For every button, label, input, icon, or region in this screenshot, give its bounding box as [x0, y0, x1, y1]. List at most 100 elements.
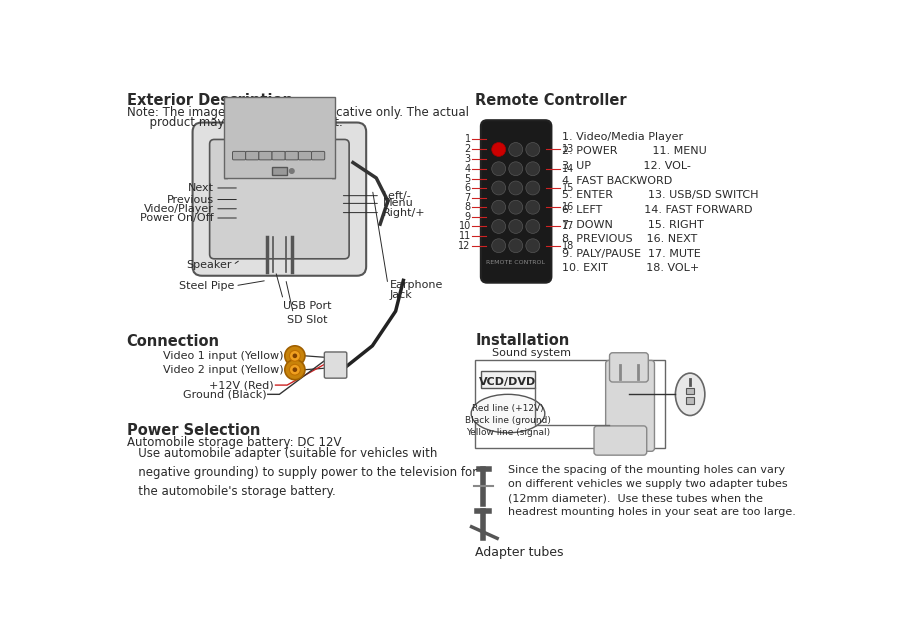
Text: Right/+: Right/+	[382, 207, 425, 218]
Circle shape	[292, 368, 297, 372]
FancyBboxPatch shape	[272, 151, 285, 160]
Text: Exterior Description: Exterior Description	[126, 93, 293, 108]
Text: USB Port: USB Port	[283, 301, 332, 311]
Circle shape	[526, 200, 539, 214]
FancyBboxPatch shape	[233, 151, 245, 160]
Text: 3. UP               12. VOL-: 3. UP 12. VOL-	[562, 161, 691, 171]
Text: 13: 13	[561, 144, 574, 155]
Text: Jack: Jack	[390, 291, 412, 300]
Text: Adapter tubes: Adapter tubes	[475, 546, 564, 559]
Text: 12: 12	[458, 240, 471, 251]
FancyBboxPatch shape	[475, 360, 666, 448]
FancyBboxPatch shape	[325, 352, 346, 378]
Text: 1. Video/Media Player: 1. Video/Media Player	[562, 132, 684, 142]
Text: 8: 8	[465, 202, 471, 212]
Text: REMOTE CONTROL: REMOTE CONTROL	[486, 260, 545, 265]
Text: 14: 14	[561, 163, 574, 174]
Circle shape	[292, 354, 297, 358]
Circle shape	[509, 181, 523, 195]
Text: Video/Player: Video/Player	[143, 204, 214, 214]
FancyBboxPatch shape	[610, 353, 649, 382]
Circle shape	[492, 142, 506, 156]
Text: 17: 17	[561, 221, 574, 232]
Text: Video 2 input (Yellow): Video 2 input (Yellow)	[162, 364, 283, 375]
Text: Use automobile adapter (suitable for vehicles with
   negative grounding) to sup: Use automobile adapter (suitable for veh…	[126, 446, 477, 498]
FancyBboxPatch shape	[259, 151, 272, 160]
Circle shape	[526, 181, 539, 195]
Text: Power Selection: Power Selection	[126, 423, 260, 438]
Text: 5. ENTER          13. USB/SD SWITCH: 5. ENTER 13. USB/SD SWITCH	[562, 190, 759, 200]
Text: 8. PREVIOUS    16. NEXT: 8. PREVIOUS 16. NEXT	[562, 234, 697, 244]
Circle shape	[492, 200, 506, 214]
FancyBboxPatch shape	[272, 167, 287, 175]
Text: Video 1 input (Yellow): Video 1 input (Yellow)	[162, 351, 283, 361]
Text: Note: The image shown here is indicative only. The actual: Note: The image shown here is indicative…	[126, 106, 469, 118]
Text: Speaker: Speaker	[187, 260, 232, 270]
Text: Ground (Black): Ground (Black)	[182, 389, 266, 399]
Circle shape	[492, 238, 506, 252]
Text: Steel Pipe: Steel Pipe	[179, 280, 235, 291]
Circle shape	[290, 364, 300, 375]
Text: +12V (Red): +12V (Red)	[209, 380, 274, 390]
FancyBboxPatch shape	[192, 123, 366, 276]
FancyBboxPatch shape	[224, 97, 336, 178]
FancyBboxPatch shape	[311, 151, 325, 160]
Text: 6. LEFT            14. FAST FORWARD: 6. LEFT 14. FAST FORWARD	[562, 205, 753, 215]
Circle shape	[509, 238, 523, 252]
Circle shape	[285, 360, 305, 380]
Ellipse shape	[676, 373, 704, 415]
Text: Power On/Off: Power On/Off	[140, 213, 214, 223]
Text: Since the spacing of the mounting holes can vary
on different vehicles we supply: Since the spacing of the mounting holes …	[508, 465, 796, 517]
Text: 7. DOWN          15. RIGHT: 7. DOWN 15. RIGHT	[562, 219, 704, 230]
Text: Sound system: Sound system	[492, 348, 572, 358]
Text: 2. POWER          11. MENU: 2. POWER 11. MENU	[562, 146, 707, 156]
Text: SD Slot: SD Slot	[287, 315, 327, 325]
Text: 15: 15	[561, 183, 574, 193]
Circle shape	[509, 142, 523, 156]
Text: 7: 7	[465, 193, 471, 203]
FancyBboxPatch shape	[686, 398, 694, 404]
Text: Previous: Previous	[166, 195, 214, 205]
Text: 16: 16	[561, 202, 574, 212]
FancyBboxPatch shape	[245, 151, 259, 160]
FancyBboxPatch shape	[594, 426, 647, 455]
Text: Red line (+12V)
Black line (ground)
Yellow line (signal): Red line (+12V) Black line (ground) Yell…	[465, 404, 551, 437]
FancyBboxPatch shape	[299, 151, 311, 160]
Circle shape	[526, 219, 539, 233]
Circle shape	[492, 181, 506, 195]
Text: Remote Controller: Remote Controller	[475, 93, 627, 108]
Text: Left/-: Left/-	[382, 191, 411, 201]
Text: 5: 5	[465, 174, 471, 184]
Text: 9. PALY/PAUSE  17. MUTE: 9. PALY/PAUSE 17. MUTE	[562, 249, 701, 259]
Text: Automobile storage battery: DC 12V: Automobile storage battery: DC 12V	[126, 436, 341, 449]
Circle shape	[509, 219, 523, 233]
Text: 3: 3	[465, 155, 471, 165]
Text: 9: 9	[465, 212, 471, 222]
FancyBboxPatch shape	[481, 371, 535, 388]
Text: 10: 10	[458, 221, 471, 232]
Text: 11: 11	[458, 232, 471, 242]
Text: 1: 1	[465, 134, 471, 144]
Ellipse shape	[471, 394, 545, 433]
FancyBboxPatch shape	[605, 361, 655, 452]
Circle shape	[509, 162, 523, 176]
Circle shape	[290, 350, 300, 361]
FancyBboxPatch shape	[481, 120, 551, 282]
Text: VCD/DVD: VCD/DVD	[479, 377, 537, 387]
FancyBboxPatch shape	[285, 151, 299, 160]
Circle shape	[526, 162, 539, 176]
Circle shape	[526, 238, 539, 252]
Circle shape	[492, 219, 506, 233]
Text: 4: 4	[465, 163, 471, 174]
Circle shape	[492, 162, 506, 176]
Text: Next: Next	[188, 183, 214, 193]
Circle shape	[290, 169, 294, 174]
Text: Connection: Connection	[126, 335, 220, 349]
Text: product may be a little different.: product may be a little different.	[126, 116, 343, 129]
Circle shape	[285, 346, 305, 366]
Text: Installation: Installation	[475, 333, 570, 348]
Text: 6: 6	[465, 183, 471, 193]
Text: 18: 18	[561, 240, 574, 251]
Circle shape	[526, 142, 539, 156]
Text: Menu: Menu	[382, 198, 413, 209]
